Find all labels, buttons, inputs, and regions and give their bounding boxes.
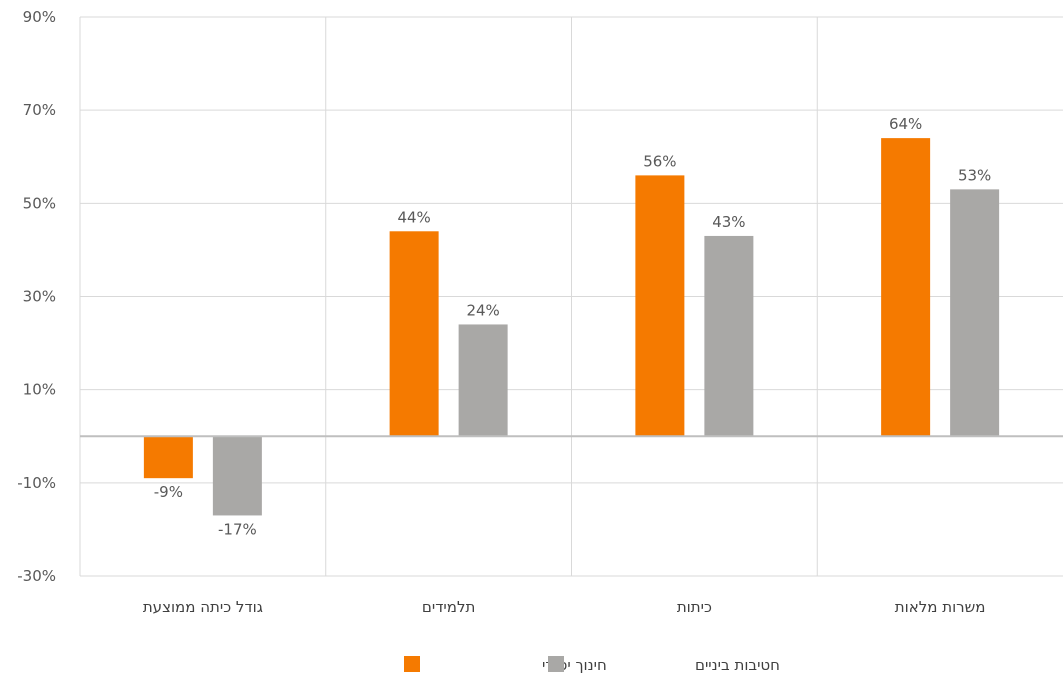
data-label-series-0-cat-3: 64% bbox=[889, 115, 922, 133]
y-tick-label: 90% bbox=[23, 8, 56, 26]
data-label-series-1-cat-2: 43% bbox=[712, 213, 745, 231]
bars bbox=[143, 138, 1000, 516]
legend-label-1: חטיבות ביניים bbox=[695, 656, 780, 674]
y-tick-label: 70% bbox=[23, 101, 56, 119]
data-label-series-1-cat-1: 24% bbox=[466, 301, 499, 319]
category-label: תלמידים bbox=[422, 598, 475, 616]
bar-series-1-cat-0 bbox=[212, 436, 262, 516]
bar-series-1-cat-3 bbox=[950, 189, 1000, 437]
y-tick-label: -10% bbox=[17, 474, 56, 492]
legend-swatch-1 bbox=[548, 656, 564, 672]
bar-series-1-cat-1 bbox=[458, 324, 508, 437]
gridlines bbox=[79, 16, 1063, 577]
legend-swatch-0 bbox=[404, 656, 420, 672]
data-label-series-0-cat-0: -9% bbox=[154, 483, 183, 501]
bar-series-0-cat-3 bbox=[881, 138, 931, 437]
y-tick-label: -30% bbox=[17, 567, 56, 585]
legend: חינוך יסודי חטיבות ביניים bbox=[404, 656, 780, 674]
category-label: כיתות bbox=[677, 598, 712, 616]
category-labels: גודל כיתה ממוצעת תלמידים כיתות משרות מלאות bbox=[143, 598, 986, 616]
category-label: גודל כיתה ממוצעת bbox=[143, 598, 263, 616]
bar-series-0-cat-1 bbox=[389, 231, 439, 437]
data-label-series-1-cat-3: 53% bbox=[958, 166, 991, 184]
bar-series-0-cat-2 bbox=[635, 175, 685, 437]
data-label-series-0-cat-2: 56% bbox=[643, 152, 676, 170]
bar-series-0-cat-0 bbox=[143, 436, 193, 479]
data-label-series-1-cat-0: -17% bbox=[218, 520, 257, 538]
category-label: משרות מלאות bbox=[895, 598, 986, 616]
y-tick-label: 50% bbox=[23, 194, 56, 212]
data-labels: -9% -17% 44% 24% 56% 43% 64% 53% bbox=[154, 115, 992, 538]
bar-series-1-cat-2 bbox=[704, 235, 754, 437]
y-axis-tick-labels: -30% -10% 10% 30% 50% 70% 90% bbox=[17, 8, 56, 585]
y-tick-label: 30% bbox=[23, 288, 56, 306]
data-label-series-0-cat-1: 44% bbox=[397, 208, 430, 226]
y-tick-label: 10% bbox=[23, 381, 56, 399]
